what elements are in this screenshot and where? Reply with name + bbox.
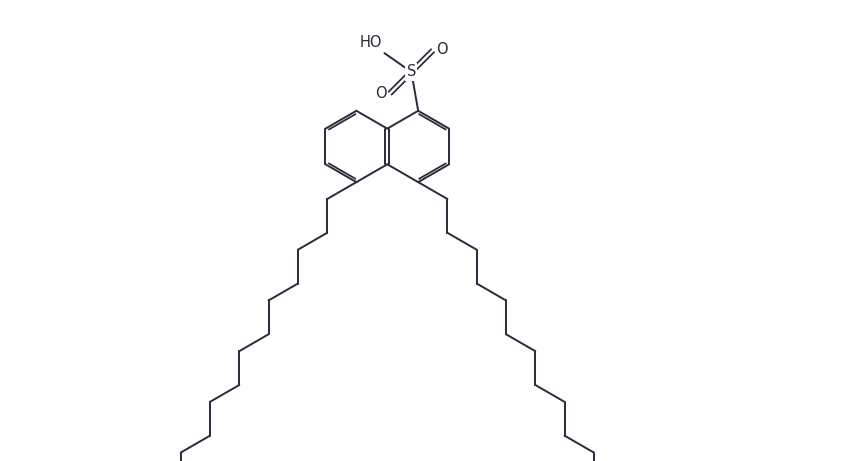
Text: O: O xyxy=(374,86,386,100)
Text: HO: HO xyxy=(360,35,382,50)
Text: S: S xyxy=(406,65,415,79)
Text: O: O xyxy=(436,42,447,57)
